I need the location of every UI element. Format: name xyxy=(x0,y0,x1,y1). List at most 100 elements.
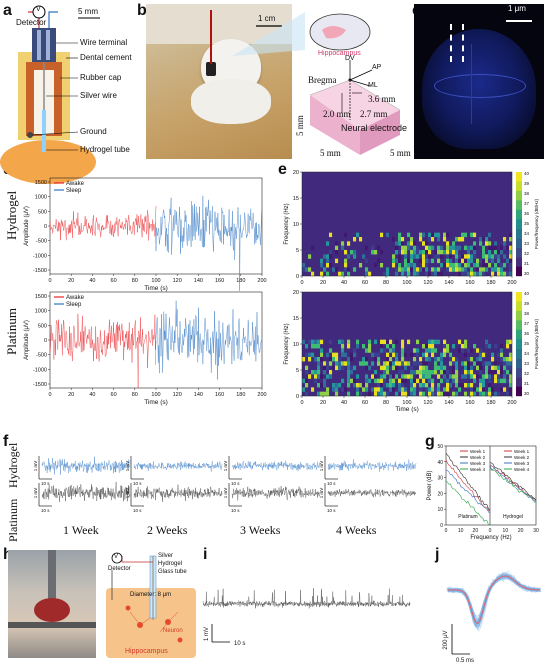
e-cell xyxy=(440,245,444,251)
e-cbar-label: 34 xyxy=(524,351,530,356)
e-cell xyxy=(404,391,408,397)
label-dental-cement: Dental cement xyxy=(80,53,132,62)
d-ytick-label: 1500 xyxy=(35,180,47,186)
e-cell xyxy=(314,370,318,375)
e-cell xyxy=(323,378,327,384)
e-cell xyxy=(392,352,396,358)
e-cell xyxy=(374,339,378,345)
e-cell xyxy=(500,348,504,353)
e-cell xyxy=(326,365,330,371)
e-cell xyxy=(482,237,486,242)
e-ylabel: Frequency (Hz) xyxy=(284,203,290,244)
e-cell xyxy=(341,241,345,246)
d-ytick-label: -500 xyxy=(36,353,47,359)
e-cell xyxy=(368,391,372,397)
e-cbar-label: 38 xyxy=(524,311,530,316)
e-cell xyxy=(446,344,450,349)
e-cell xyxy=(470,245,474,251)
c-scale-label: 1 μm xyxy=(508,4,526,13)
e-cell xyxy=(338,339,342,345)
e-cell xyxy=(452,370,456,375)
e-colorbar-segment xyxy=(516,329,522,340)
e-cell xyxy=(326,271,330,277)
e-cell xyxy=(440,370,444,375)
e-cell xyxy=(443,378,447,384)
e-cell xyxy=(473,378,477,384)
i-scale-t-label: 10 s xyxy=(234,641,245,647)
e-ytick-label: 20 xyxy=(293,290,299,296)
e-cell xyxy=(389,365,393,371)
e-cell xyxy=(392,344,396,349)
e-cell xyxy=(329,370,333,375)
e-cbar-label: 34 xyxy=(524,231,530,236)
e-cell xyxy=(413,245,417,251)
e-cbar-label: 39 xyxy=(524,181,530,186)
e-cell xyxy=(488,370,492,375)
e-colorbar-segment xyxy=(516,228,522,239)
e-cell xyxy=(422,361,426,366)
e-cell xyxy=(461,374,465,379)
e-cell xyxy=(494,241,498,246)
e-colorbar-segment xyxy=(516,200,522,211)
e-cell xyxy=(431,267,435,272)
e-cell xyxy=(482,352,486,358)
e-cell xyxy=(467,391,471,397)
j-scale-t-label: 0.5 ms xyxy=(456,658,474,664)
e-cell xyxy=(464,344,468,349)
e-cell xyxy=(455,237,459,242)
e-cell xyxy=(416,348,420,353)
e-cell xyxy=(452,267,456,272)
e-cell xyxy=(320,357,324,362)
e-cell xyxy=(305,267,309,272)
e-cell xyxy=(422,267,426,272)
e-cell xyxy=(482,391,486,397)
e-cell xyxy=(335,357,339,362)
e-cell xyxy=(452,357,456,362)
e-cell xyxy=(392,254,396,259)
e-colorbar-segment xyxy=(516,367,522,378)
e-cell xyxy=(311,387,315,392)
f-scale-t-label: 10 s xyxy=(133,508,142,513)
e-cell xyxy=(431,370,435,375)
e-cbar-label: 30 xyxy=(524,271,530,276)
e-cell xyxy=(317,370,321,375)
e-cell xyxy=(464,254,468,259)
e-cell xyxy=(407,374,411,379)
e-cell xyxy=(443,365,447,371)
e-cell xyxy=(347,391,351,397)
e-cbar-label: 33 xyxy=(524,361,530,366)
e-cell xyxy=(455,267,459,272)
d-legend-sleep: Sleep xyxy=(66,302,82,308)
e-cell xyxy=(380,374,384,379)
f-trace-platinum-w4 xyxy=(327,488,417,498)
e-cell xyxy=(500,378,504,384)
e-cell xyxy=(395,374,399,379)
panel-letter-j: j xyxy=(435,546,440,563)
e-cell xyxy=(329,339,333,345)
e-cell xyxy=(365,378,369,384)
e-cell xyxy=(479,365,483,371)
e-cell xyxy=(503,361,507,366)
e-cell xyxy=(416,250,420,255)
e-cell xyxy=(401,391,405,397)
e-cell xyxy=(425,374,429,379)
e-cell xyxy=(359,361,363,366)
d-ytick-label: -1500 xyxy=(33,382,47,388)
e-cell xyxy=(440,352,444,358)
e-cell xyxy=(482,271,486,277)
e-cell xyxy=(317,339,321,345)
e-cell xyxy=(446,258,450,264)
e-cell xyxy=(347,271,351,277)
e-cell xyxy=(473,391,477,397)
e-cell xyxy=(464,232,468,238)
e-cell xyxy=(344,387,348,392)
e-cell xyxy=(383,348,387,353)
e-cell xyxy=(380,387,384,392)
ground-contact xyxy=(27,132,33,138)
e-cell xyxy=(383,378,387,384)
e-cell xyxy=(380,339,384,345)
e-cell xyxy=(470,348,474,353)
f-scale-t-label: 10 s xyxy=(327,481,336,486)
e-cell xyxy=(452,263,456,268)
